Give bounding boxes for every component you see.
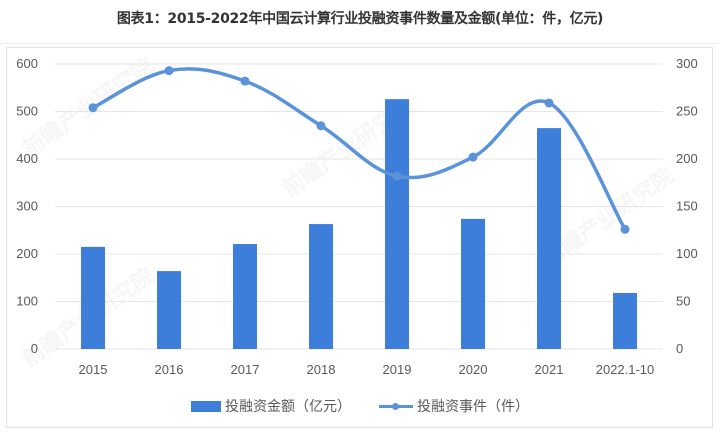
right-axis-tick: 300 (676, 56, 698, 71)
line-marker[interactable] (88, 103, 98, 113)
right-axis-tick: 150 (676, 199, 698, 214)
bar-amount[interactable] (309, 224, 333, 349)
x-axis-tick: 2021 (535, 362, 564, 377)
bar-amount[interactable] (613, 292, 637, 349)
left-axis-tick: 300 (16, 199, 38, 214)
right-axis-tick: 200 (676, 151, 698, 166)
x-axis-tick: 2019 (383, 362, 412, 377)
line-marker[interactable] (164, 66, 174, 76)
left-axis-tick: 200 (16, 246, 38, 261)
left-axis-tick: 100 (16, 294, 38, 309)
legend-item-amount[interactable]: 投融资金额（亿元） (191, 396, 351, 416)
line-marker[interactable] (392, 171, 402, 181)
x-axis-tick: 2020 (459, 362, 488, 377)
bar-amount[interactable] (157, 271, 181, 349)
chart-title: 图表1：2015-2022年中国云计算行业投融资事件数量及金额(单位：件，亿元) (116, 11, 604, 27)
x-axis-tick: 2016 (155, 362, 184, 377)
line-marker[interactable] (544, 98, 554, 108)
bar-amount[interactable] (81, 246, 105, 349)
left-axis-tick: 500 (16, 104, 38, 119)
x-axis-tick: 2017 (231, 362, 260, 377)
line-marker[interactable] (240, 76, 250, 86)
bar-swatch-icon (191, 400, 221, 412)
left-axis-tick: 600 (16, 56, 38, 71)
x-axis-tick: 2015 (79, 362, 108, 377)
right-axis-tick: 100 (676, 246, 698, 261)
legend-label-amount: 投融资金额（亿元） (225, 399, 351, 415)
legend-label-events: 投融资事件（件） (417, 399, 529, 415)
line-marker[interactable] (316, 121, 326, 131)
right-axis-tick: 0 (676, 341, 683, 356)
left-axis-tick: 0 (31, 341, 38, 356)
legend-item-events[interactable]: 投融资事件（件） (379, 396, 529, 416)
line-marker[interactable] (468, 152, 478, 162)
bar-amount[interactable] (537, 128, 561, 349)
chart-frame (6, 47, 713, 428)
right-axis-tick: 50 (676, 294, 690, 309)
bar-amount[interactable] (461, 218, 485, 349)
legend: 投融资金额（亿元） 投融资事件（件） (0, 396, 720, 416)
right-axis-tick: 250 (676, 104, 698, 119)
title-divider (0, 43, 720, 44)
x-axis-tick: 2022.1-10 (596, 362, 655, 377)
x-axis-tick: 2018 (307, 362, 336, 377)
bar-amount[interactable] (385, 99, 409, 350)
left-axis-tick: 400 (16, 151, 38, 166)
line-marker[interactable] (620, 224, 630, 234)
bar-amount[interactable] (233, 244, 257, 349)
line-marker-swatch-icon (379, 400, 413, 412)
